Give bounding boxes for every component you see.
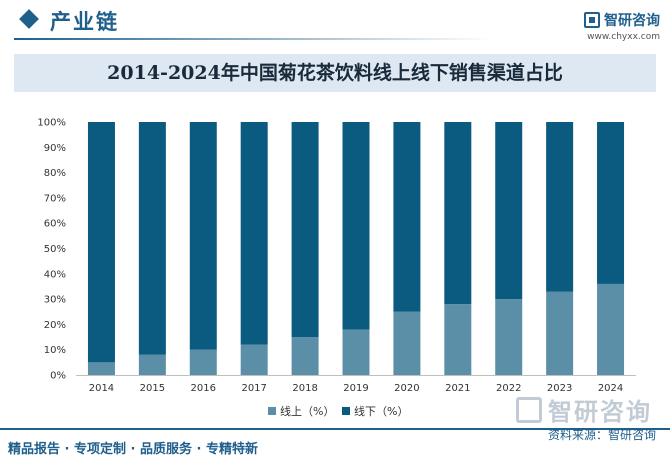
bar-offline: [87, 122, 115, 363]
footer-tagline: 精品报告 · 专项定制 · 品质服务 · 专精特新: [8, 442, 258, 457]
bar-online: [240, 344, 268, 375]
x-tick-label: 2015: [140, 383, 165, 394]
bar-online: [393, 311, 421, 375]
y-tick-label: 10%: [44, 345, 66, 356]
diamond-icon: [19, 9, 39, 29]
stacked-bar-chart: 0% 10% 20% 30% 40% 50% 60% 70% 80% 90% 100% 2014 201…: [37, 118, 636, 418]
bar-offline: [495, 122, 523, 300]
footer-divider: [0, 428, 670, 430]
y-tick-label: 60%: [44, 219, 66, 230]
x-tick-label: 2017: [241, 383, 266, 394]
chart-title: 2014-2024年中国菊花茶饮料线上线下销售渠道占比: [107, 62, 563, 84]
brand-logo-icon: [584, 12, 600, 28]
x-tick-label: 2016: [191, 383, 216, 394]
bar-online: [189, 349, 217, 375]
brand-name: 智研咨询: [604, 13, 660, 29]
watermark-text: 智研咨询: [548, 398, 652, 426]
bar-offline: [189, 122, 217, 350]
watermark-logo-icon: [516, 396, 542, 423]
bar-offline: [393, 122, 421, 312]
bar-offline: [240, 122, 268, 345]
y-tick-label: 30%: [44, 295, 66, 306]
bar-offline: [138, 122, 166, 355]
brand-url: www.chyxx.com: [587, 32, 660, 42]
bar-offline: [342, 122, 370, 330]
bar-online: [291, 337, 319, 375]
x-tick-label: 2019: [343, 383, 368, 394]
bar-offline: [546, 122, 574, 292]
bar-online: [342, 329, 370, 375]
header: 产业链 智研咨询 www.chyxx.com: [0, 0, 670, 46]
x-tick-label: 2021: [445, 383, 470, 394]
bar-online: [138, 354, 166, 375]
x-tick-label: 2023: [547, 383, 572, 394]
bar-offline: [291, 122, 319, 338]
source-note: 资料来源：智研咨询: [547, 428, 656, 442]
bar-offline: [444, 122, 472, 305]
legend-swatch-offline: [342, 407, 350, 415]
bar-offline: [597, 122, 625, 284]
header-divider: [14, 38, 494, 40]
y-tick-label: 80%: [44, 168, 66, 179]
x-tick-label: 2014: [89, 383, 114, 394]
watermark: 智研咨询: [516, 392, 652, 427]
chart-title-band: 2014-2024年中国菊花茶饮料线上线下销售渠道占比: [14, 54, 656, 92]
y-tick-label: 70%: [44, 193, 66, 204]
x-tick-label: 2018: [292, 383, 317, 394]
bar-online: [495, 299, 523, 375]
y-tick-label: 50%: [44, 244, 66, 255]
y-tick-label: 0%: [50, 371, 66, 382]
section-title: 产业链: [50, 10, 119, 34]
x-tick-label: 2020: [394, 383, 419, 394]
x-tick-label: 2024: [598, 383, 623, 394]
bar-online: [597, 283, 625, 375]
bar-online: [87, 362, 115, 375]
brand: 智研咨询 www.chyxx.com: [584, 10, 660, 42]
bar-online: [444, 304, 472, 375]
y-tick-label: 40%: [44, 269, 66, 280]
y-tick-label: 90%: [44, 143, 66, 154]
legend-swatch-online: [268, 407, 276, 415]
legend-label-offline: 线下（%）: [354, 404, 408, 418]
y-tick-label: 100%: [37, 118, 66, 129]
x-tick-label: 2022: [496, 383, 521, 394]
bar-online: [546, 291, 574, 375]
legend-label-online: 线上（%）: [280, 404, 334, 418]
y-tick-label: 20%: [44, 320, 66, 331]
